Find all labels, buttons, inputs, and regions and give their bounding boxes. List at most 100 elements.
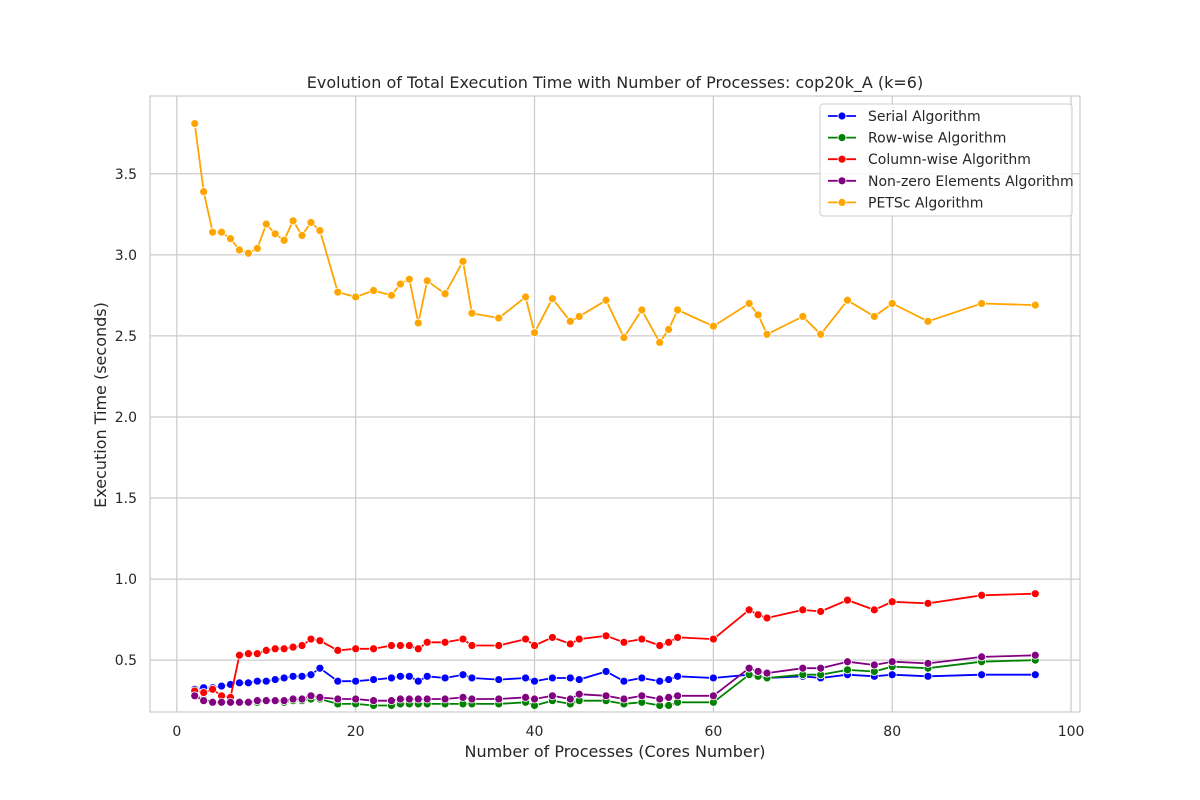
data-point <box>288 694 298 704</box>
data-point <box>440 289 450 299</box>
data-point <box>270 696 280 706</box>
data-point <box>440 694 450 704</box>
data-point <box>440 637 450 647</box>
data-point <box>422 637 432 647</box>
data-point <box>655 641 665 650</box>
data-point <box>548 633 557 642</box>
data-point <box>753 310 763 320</box>
legend-label: Non-zero Elements Algorithm <box>868 174 1074 190</box>
y-axis-title: Execution Time (seconds) <box>91 302 110 508</box>
data-point <box>333 287 343 297</box>
data-point <box>190 691 200 701</box>
data-point <box>619 333 629 342</box>
data-point <box>422 276 432 286</box>
series-4 <box>190 119 1040 347</box>
data-point <box>521 292 530 302</box>
data-point <box>655 694 665 704</box>
data-point <box>565 673 575 683</box>
data-point <box>1030 650 1040 660</box>
data-point <box>565 316 575 326</box>
data-point <box>708 673 718 683</box>
data-point <box>306 218 316 227</box>
data-point <box>252 696 262 706</box>
data-point <box>458 693 468 702</box>
data-point <box>440 673 450 683</box>
legend-swatch-marker <box>837 176 847 186</box>
data-point <box>548 673 557 683</box>
legend-box <box>819 103 1073 217</box>
series-layer <box>190 119 1040 710</box>
data-point <box>288 642 298 652</box>
data-point <box>601 691 611 701</box>
data-point <box>235 697 244 707</box>
data-point <box>270 644 280 654</box>
legend-item: Row-wise Algorithm <box>828 131 1006 147</box>
data-point <box>208 684 217 694</box>
data-point <box>208 697 217 707</box>
legend-label: Row-wise Algorithm <box>868 131 1006 147</box>
data-point <box>387 290 396 300</box>
data-point <box>217 681 226 691</box>
data-point <box>288 216 298 226</box>
data-point <box>199 187 209 197</box>
data-point <box>494 675 504 684</box>
data-point <box>816 329 826 339</box>
data-point <box>887 299 897 308</box>
legend-swatch-marker <box>837 111 847 121</box>
data-point <box>637 673 647 683</box>
data-point <box>413 676 423 686</box>
data-point <box>843 595 852 605</box>
data-point <box>369 644 378 654</box>
data-point <box>619 694 629 704</box>
data-point <box>923 671 933 681</box>
data-point <box>199 688 209 697</box>
data-point <box>333 694 343 704</box>
y-tick-label: 2.5 <box>115 329 137 345</box>
legend-item: Serial Algorithm <box>828 109 981 125</box>
data-point <box>458 670 468 680</box>
data-point <box>637 691 647 701</box>
legend-label: Column-wise Algorithm <box>868 152 1031 168</box>
data-point <box>548 691 557 701</box>
data-point <box>530 641 539 650</box>
data-point <box>226 234 235 244</box>
data-point <box>404 641 414 650</box>
data-point <box>422 694 432 704</box>
data-point <box>923 316 933 326</box>
data-point <box>387 673 396 683</box>
data-point <box>521 634 530 644</box>
data-point <box>297 641 307 650</box>
legend-swatch-marker <box>837 133 847 143</box>
data-point <box>315 693 325 702</box>
legend-label: PETSc Algorithm <box>868 195 983 211</box>
y-axis-ticks: 0.5 1.0 1.5 2.0 2.5 3.0 3.5 <box>115 167 137 669</box>
data-point <box>252 676 262 686</box>
data-point <box>404 671 414 681</box>
data-point <box>753 610 763 620</box>
data-point <box>664 693 674 702</box>
data-point <box>601 631 611 641</box>
data-point <box>288 671 298 681</box>
data-point <box>387 696 396 706</box>
data-point <box>395 671 405 681</box>
data-point <box>467 673 477 683</box>
data-point <box>270 675 280 684</box>
data-point <box>306 634 316 644</box>
data-point <box>467 694 477 704</box>
data-point <box>798 312 808 321</box>
data-point <box>404 274 414 284</box>
data-point <box>235 245 244 255</box>
data-point <box>977 670 987 680</box>
x-axis-ticks: 0 20 40 60 80 100 <box>172 724 1084 740</box>
data-point <box>217 227 226 237</box>
data-point <box>708 634 718 644</box>
data-point <box>235 650 244 660</box>
data-point <box>798 663 808 673</box>
data-point <box>977 652 987 662</box>
data-point <box>413 644 423 654</box>
x-tick-label: 20 <box>347 724 365 740</box>
data-point <box>708 321 718 331</box>
data-point <box>458 256 468 266</box>
y-tick-label: 1.5 <box>115 491 137 507</box>
